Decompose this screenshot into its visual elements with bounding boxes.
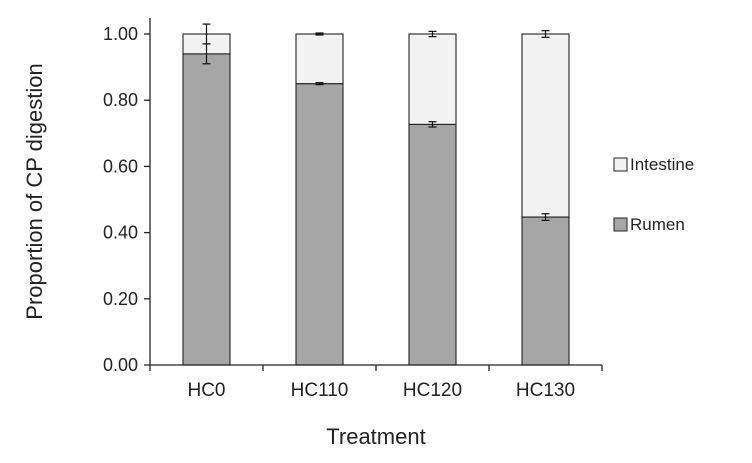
bar-rumen-hc110	[295, 83, 344, 366]
error-bars-layer	[202, 23, 550, 221]
bar-intestine-hc120	[408, 33, 457, 125]
error-bar-intestine-hc120	[428, 30, 437, 38]
x-category-label: HC120	[403, 380, 462, 401]
x-categories-layer: HC0 HC110 HC120 HC130	[149, 365, 603, 401]
y-tick-label: 0.20	[103, 289, 138, 309]
bars-layer	[182, 33, 570, 366]
bar-intestine-hc130	[521, 33, 570, 218]
error-bar-rumen-hc110	[315, 82, 324, 86]
y-tick-label: 0.80	[103, 90, 138, 110]
legend-item-intestine: Intestine	[613, 155, 694, 174]
bar-rumen-hc130	[521, 216, 570, 366]
x-category-label: HC0	[187, 380, 225, 401]
error-bar-intestine-hc0	[202, 23, 211, 45]
y-axis-title: Proportion of CP digestion	[22, 63, 47, 319]
legend-label: Rumen	[630, 215, 685, 234]
y-tick-label: 1.00	[103, 24, 138, 44]
legend-swatch	[613, 217, 628, 232]
legend-item-rumen: Rumen	[613, 215, 685, 234]
y-tick-label: 0.60	[103, 156, 138, 176]
bar-rumen-hc120	[408, 123, 457, 366]
x-axis-title: Treatment	[326, 424, 425, 449]
x-category-label: HC110	[291, 380, 349, 401]
error-bar-rumen-hc130	[541, 213, 550, 221]
error-bar-rumen-hc120	[428, 121, 437, 128]
y-tick-label: 0.00	[103, 355, 138, 375]
error-bar-intestine-hc110	[315, 32, 324, 36]
error-bar-intestine-hc130	[541, 30, 550, 38]
legend-label: Intestine	[630, 155, 694, 174]
bar-rumen-hc0	[182, 53, 231, 366]
y-ticks-layer: 0.00 0.20 0.40 0.60 0.80 1.00	[103, 24, 150, 375]
bar-intestine-hc110	[295, 33, 344, 85]
legend-swatch	[613, 157, 628, 172]
legend: Intestine Rumen	[613, 155, 694, 234]
y-tick-label: 0.40	[103, 223, 138, 243]
x-category-label: HC130	[516, 380, 575, 401]
